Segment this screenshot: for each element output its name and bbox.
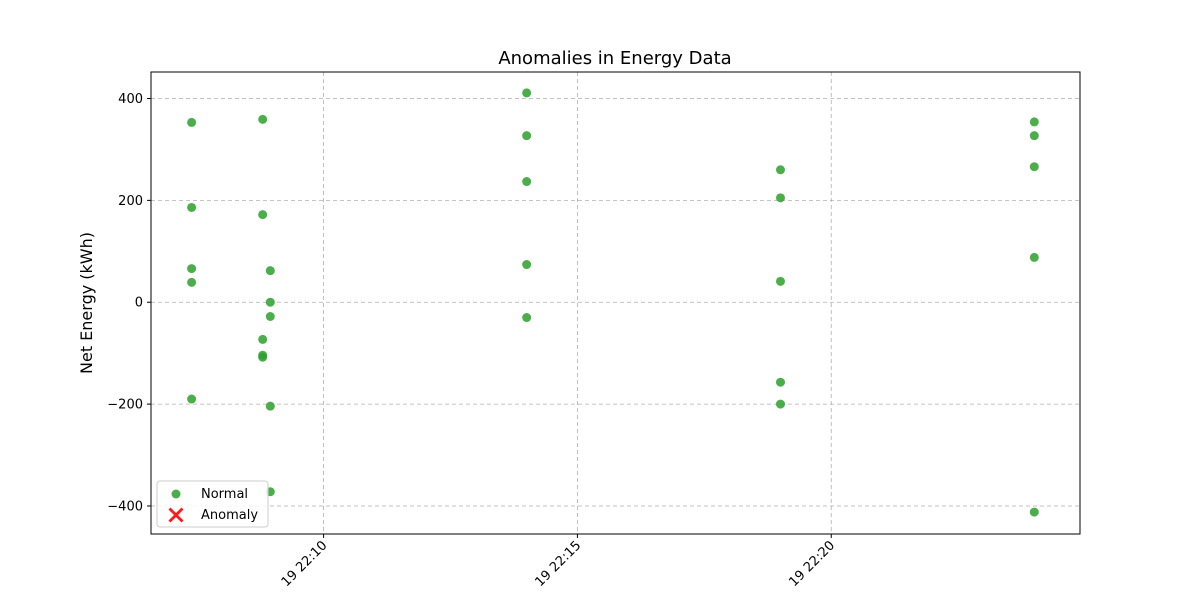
normal-point bbox=[775, 165, 785, 175]
normal-point bbox=[187, 394, 197, 404]
y-tick-label: 200 bbox=[118, 194, 143, 209]
normal-point bbox=[1029, 162, 1039, 172]
legend-normal-label: Normal bbox=[201, 487, 248, 502]
normal-point bbox=[522, 260, 532, 270]
y-axis-label: Net Energy (kWh) bbox=[77, 232, 96, 374]
normal-point bbox=[775, 377, 785, 387]
normal-point bbox=[522, 131, 532, 141]
normal-point bbox=[187, 117, 197, 127]
normal-point bbox=[522, 313, 532, 323]
grid bbox=[151, 72, 1080, 534]
normal-point bbox=[258, 352, 268, 362]
normal-point bbox=[522, 88, 532, 98]
legend-anomaly-marker bbox=[168, 507, 184, 523]
legend-normal-marker bbox=[171, 489, 181, 499]
data-points bbox=[187, 88, 1039, 517]
x-tick-label: 19 22:10 bbox=[279, 538, 331, 590]
normal-point bbox=[265, 311, 275, 321]
legend-box bbox=[156, 480, 269, 528]
normal-point bbox=[187, 277, 197, 287]
normal-point bbox=[1029, 252, 1039, 262]
y-tick-label: 0 bbox=[135, 296, 143, 311]
normal-point bbox=[265, 401, 275, 411]
x-tick-label: 19 22:15 bbox=[533, 538, 585, 590]
normal-point bbox=[187, 264, 197, 274]
normal-point bbox=[775, 399, 785, 409]
normal-point bbox=[258, 210, 268, 220]
normal-point bbox=[187, 202, 197, 212]
y-tick-label: −200 bbox=[107, 398, 143, 413]
x-tick-label: 19 22:20 bbox=[786, 538, 838, 590]
normal-point bbox=[1029, 507, 1039, 517]
chart-title: Anomalies in Energy Data bbox=[498, 48, 731, 69]
normal-point bbox=[1029, 131, 1039, 141]
normal-point bbox=[775, 276, 785, 286]
normal-point bbox=[258, 114, 268, 124]
legend: Normal Anomaly bbox=[156, 480, 269, 528]
normal-point bbox=[258, 334, 268, 344]
normal-point bbox=[265, 297, 275, 307]
y-tick-label: 400 bbox=[118, 92, 143, 107]
y-tick-label: −400 bbox=[107, 499, 143, 514]
plot-area bbox=[150, 71, 1081, 535]
normal-point bbox=[1029, 117, 1039, 127]
legend-anomaly-label: Anomaly bbox=[201, 508, 258, 523]
normal-point bbox=[265, 266, 275, 276]
normal-point bbox=[775, 193, 785, 203]
normal-point bbox=[522, 177, 532, 187]
